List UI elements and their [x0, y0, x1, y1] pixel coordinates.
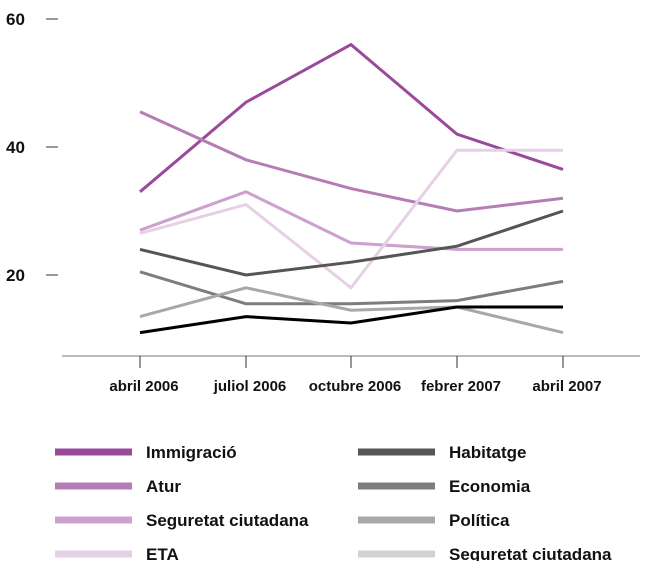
x-tick-label: febrer 2007 — [421, 378, 501, 395]
y-axis: 20 40 60 — [6, 10, 58, 285]
legend-label: Seguretat ciutadana — [449, 545, 612, 561]
x-axis: abril 2006 juliol 2006 octubre 2006 febrer … — [109, 356, 602, 395]
series-lines — [139, 42, 564, 335]
series-line-4 — [139, 209, 564, 277]
legend: Immigració Atur Seguretat ciutadana ETA Habi… — [55, 443, 612, 561]
x-tick-label: octubre 2006 — [309, 378, 402, 395]
x-tick-label: abril 2006 — [109, 378, 178, 395]
legend-label: Economia — [449, 477, 531, 496]
series-line-5 — [139, 270, 564, 306]
legend-label: Seguretat ciutadana — [146, 511, 309, 530]
y-tick-label: 60 — [6, 10, 25, 29]
series-line-3 — [139, 148, 563, 290]
legend-label: Política — [449, 511, 510, 530]
y-tick-label: 20 — [6, 266, 25, 285]
x-tick-label: juliol 2006 — [213, 378, 287, 395]
legend-label: Habitatge — [449, 443, 526, 462]
x-tick-label: abril 2007 — [532, 378, 601, 395]
series-line-2 — [139, 190, 563, 251]
legend-label: Immigració — [146, 443, 237, 462]
series-line-6 — [139, 286, 564, 335]
series-line-1 — [139, 110, 564, 213]
y-tick-label: 40 — [6, 138, 25, 157]
series-line-0 — [139, 42, 564, 193]
legend-label: Atur — [146, 477, 181, 496]
series-line-8 — [139, 305, 563, 335]
legend-label: ETA — [146, 545, 179, 561]
